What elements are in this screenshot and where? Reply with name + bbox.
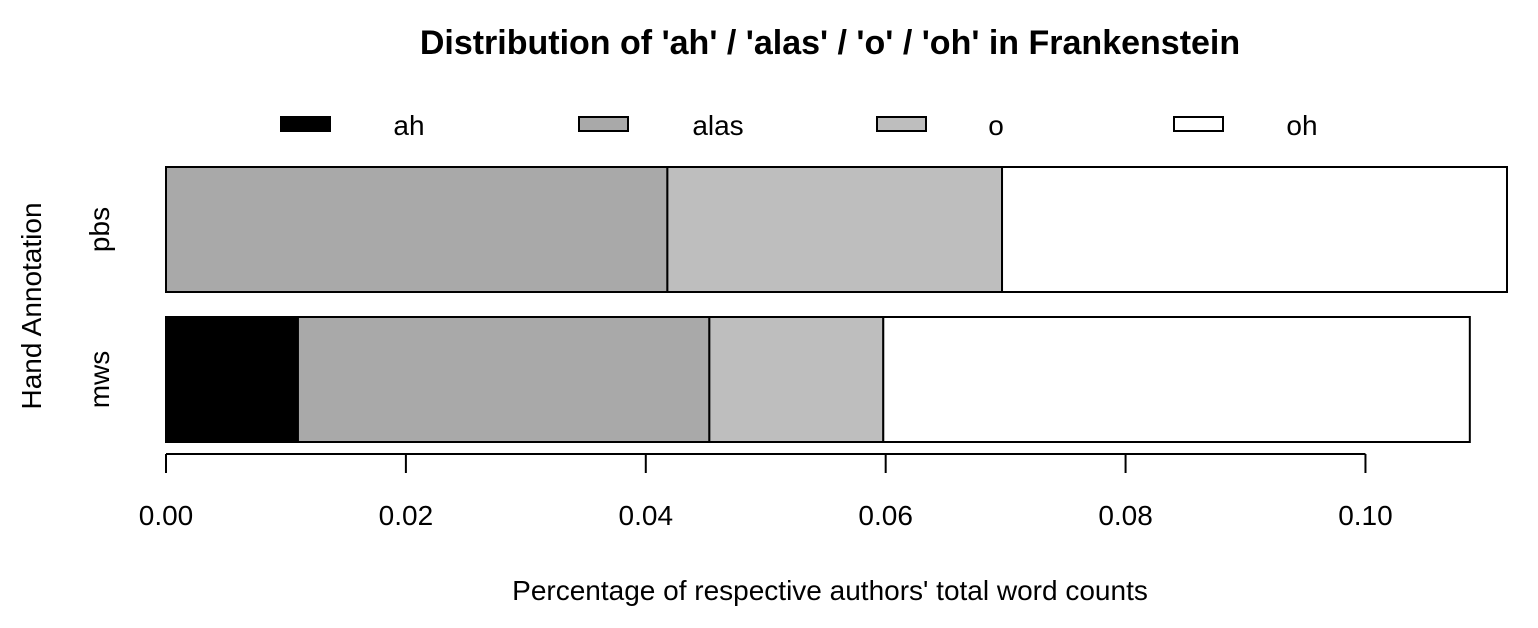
category-label-pbs: pbs [84, 207, 115, 252]
x-tick-label: 0.06 [858, 500, 913, 531]
legend-label-ah: ah [393, 110, 424, 141]
legend-swatch-oh [1173, 116, 1224, 132]
x-tick-label: 0.08 [1098, 500, 1153, 531]
x-axis: 0.00 0.02 0.04 0.06 0.08 0.10 [139, 453, 1393, 531]
bar-mws-ah [165, 316, 299, 443]
legend: ah alas o oh [280, 110, 1318, 141]
x-tick-label: 0.10 [1338, 500, 1393, 531]
legend-swatch-ah [280, 116, 331, 132]
bar-pbs-alas [165, 166, 669, 293]
y-axis-category-labels: mws pbs [84, 207, 115, 408]
x-tick-label: 0.04 [619, 500, 674, 531]
bar-pbs-o [666, 166, 1004, 293]
legend-label-alas: alas [692, 110, 743, 141]
category-label-mws: mws [84, 351, 115, 409]
bar-mws-o [708, 316, 885, 443]
legend-swatch-alas [578, 116, 629, 132]
y-axis-label: Hand Annotation [16, 202, 47, 409]
chart-title: Distribution of 'ah' / 'alas' / 'o' / 'o… [420, 24, 1240, 62]
x-tick-label: 0.02 [379, 500, 434, 531]
bar-pbs-oh [1001, 166, 1508, 293]
legend-swatch-o [876, 116, 927, 132]
legend-label-o: o [988, 110, 1004, 141]
legend-label-oh: oh [1286, 110, 1317, 141]
x-axis-label: Percentage of respective authors' total … [512, 575, 1148, 606]
plot-area [165, 166, 1508, 443]
bar-mws-alas [296, 316, 711, 443]
x-tick-label: 0.00 [139, 500, 194, 531]
bar-mws-oh [882, 316, 1471, 443]
